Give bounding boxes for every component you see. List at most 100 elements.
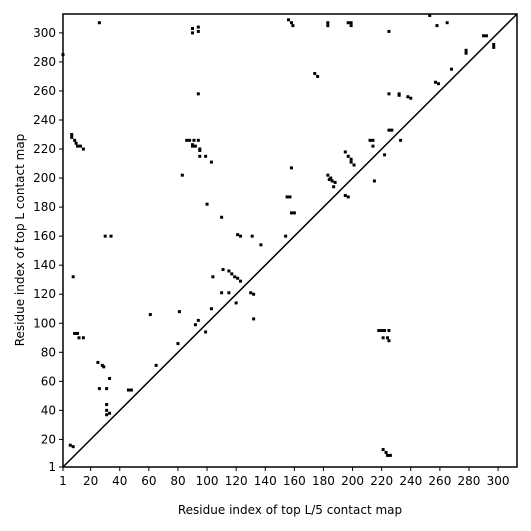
contact-point — [239, 279, 243, 283]
contact-point — [288, 195, 292, 199]
diagonal-line — [62, 13, 518, 468]
contact-point — [196, 318, 200, 322]
contact-point — [71, 275, 75, 279]
contact-point — [204, 330, 208, 334]
contact-point — [191, 144, 195, 148]
contact-point — [105, 403, 109, 407]
contact-point — [436, 82, 440, 86]
contact-point — [105, 413, 109, 417]
contact-point — [192, 138, 196, 142]
contact-point — [76, 144, 80, 148]
x-tick-label: 240 — [399, 474, 422, 488]
contact-point — [380, 329, 384, 333]
contact-point — [285, 195, 289, 199]
contact-point — [313, 72, 317, 76]
contact-point — [176, 342, 180, 346]
contact-point — [193, 144, 197, 148]
contact-point — [129, 388, 133, 392]
contact-point — [250, 234, 254, 238]
contact-point — [209, 307, 213, 311]
contact-point — [97, 387, 101, 391]
contact-point — [148, 313, 152, 317]
contact-point — [77, 336, 81, 340]
contact-point — [76, 331, 80, 335]
contact-point — [385, 336, 389, 340]
contact-point — [68, 443, 72, 447]
x-tick-label: 20 — [83, 474, 98, 488]
contact-point — [71, 445, 75, 449]
contact-point — [259, 243, 263, 247]
x-tick-label: 200 — [341, 474, 364, 488]
contact-point — [450, 67, 454, 71]
contact-point — [333, 180, 337, 184]
x-tick-label: 100 — [196, 474, 219, 488]
contact-point — [196, 25, 200, 29]
contact-point — [209, 160, 213, 164]
contact-point — [236, 276, 240, 280]
contact-point — [482, 34, 486, 38]
contact-point — [388, 453, 392, 457]
plot-frame — [62, 13, 518, 468]
contact-point — [70, 135, 74, 139]
contact-point — [492, 45, 496, 49]
y-tick-label: 160 — [33, 229, 56, 243]
y-tick-label: 240 — [33, 113, 56, 127]
contact-point — [435, 24, 439, 28]
contact-point — [252, 292, 256, 296]
contact-point — [220, 215, 224, 219]
contact-point — [387, 92, 391, 96]
contact-point — [484, 34, 488, 38]
contact-point — [377, 329, 381, 333]
contact-point — [198, 148, 202, 152]
contact-point — [78, 144, 82, 148]
contact-point — [387, 128, 391, 132]
y-tick-label: 180 — [33, 200, 56, 214]
contact-point — [326, 24, 330, 28]
contact-point — [349, 21, 353, 25]
contact-point — [103, 234, 107, 238]
contact-point — [406, 95, 410, 99]
contact-point — [330, 179, 334, 183]
x-tick-label: 300 — [487, 474, 510, 488]
contact-point — [292, 211, 296, 215]
x-tick-label: 220 — [370, 474, 393, 488]
contact-point — [81, 147, 85, 151]
contact-point — [352, 163, 356, 167]
y-tick-label: 40 — [41, 403, 56, 417]
contact-point — [383, 153, 387, 157]
y-tick-label: 280 — [33, 55, 56, 69]
contact-point — [464, 48, 468, 52]
contact-point — [96, 360, 100, 364]
x-tick-label: 280 — [458, 474, 481, 488]
contact-point — [126, 388, 130, 392]
contact-point — [384, 450, 388, 454]
contact-point — [205, 202, 209, 206]
x-tick-label: 80 — [170, 474, 185, 488]
contact-point — [193, 323, 197, 327]
contact-point — [291, 24, 295, 28]
contact-point — [289, 21, 293, 25]
x-tick-label: 120 — [225, 474, 248, 488]
contact-point — [284, 234, 288, 238]
contact-point — [105, 408, 109, 412]
contact-point — [109, 234, 113, 238]
contact-point — [387, 29, 391, 33]
y-tick-label: 80 — [41, 345, 56, 359]
contact-point — [390, 128, 394, 132]
contact-point — [326, 173, 330, 177]
contact-point — [371, 144, 375, 148]
contact-point — [154, 363, 158, 367]
contact-point — [188, 138, 192, 142]
contact-point — [346, 195, 350, 199]
contact-point — [492, 42, 496, 46]
contact-point — [434, 80, 438, 84]
y-tick-label: 100 — [33, 316, 56, 330]
y-tick-label: 200 — [33, 171, 56, 185]
x-tick-label: 140 — [254, 474, 277, 488]
contact-point — [74, 141, 78, 145]
x-tick-label: 260 — [428, 474, 451, 488]
y-tick-label: 220 — [33, 142, 56, 156]
contact-point — [349, 160, 353, 164]
contact-point — [381, 448, 385, 452]
